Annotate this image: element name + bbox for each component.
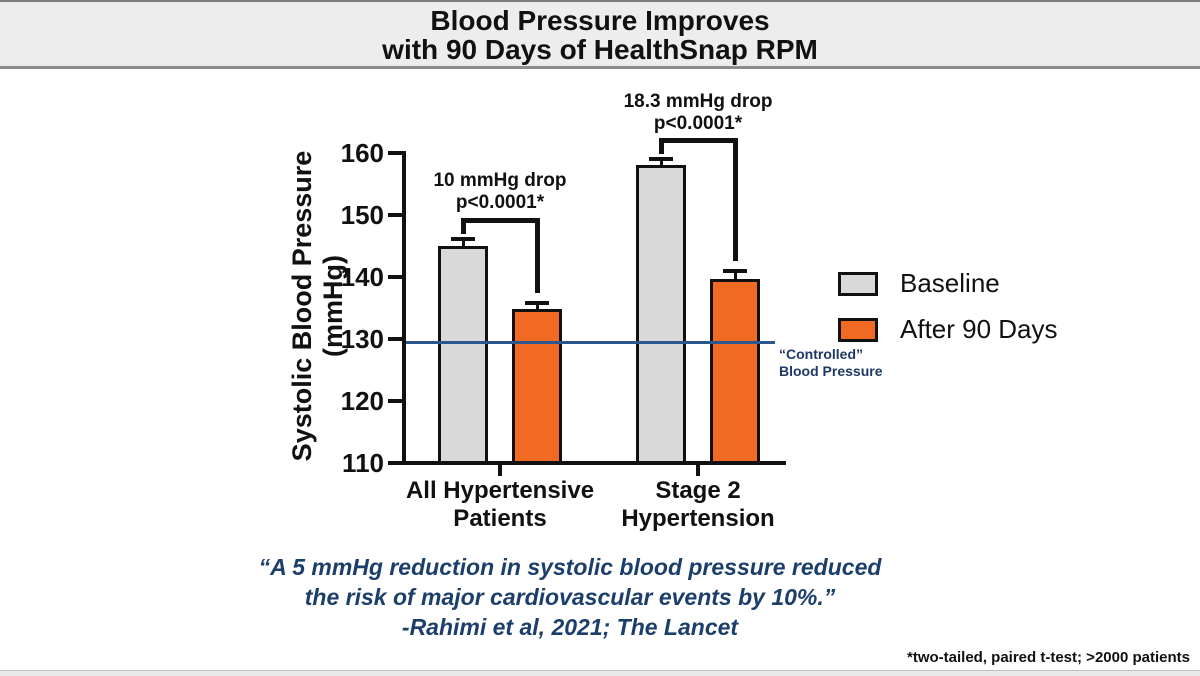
controlled-bp-label-line-2: Blood Pressure — [779, 363, 883, 379]
bar-baseline-0 — [438, 246, 488, 465]
x-category-line: Stage 2 — [655, 477, 741, 504]
x-axis — [402, 461, 786, 465]
y-axis-title-line-1: Systolic Blood Pressure — [287, 150, 317, 462]
controlled-bp-reference-line — [406, 340, 775, 344]
quote-line-2: the risk of major cardiovascular events … — [304, 584, 836, 610]
bar-after-90-days-1 — [710, 278, 760, 465]
y-tick-label: 120 — [340, 386, 384, 416]
slide-title-line-1: Blood Pressure Improves — [430, 5, 770, 36]
y-tick-label: 160 — [340, 138, 384, 168]
y-tick — [388, 151, 404, 155]
citation-quote: “A 5 mmHg reduction in systolic blood pr… — [0, 552, 1140, 642]
y-tick-label: 110 — [342, 448, 384, 478]
y-axis — [402, 151, 406, 465]
x-category-line: All Hypertensive — [405, 477, 595, 504]
error-bar-cap — [525, 301, 549, 306]
y-tick — [388, 399, 404, 403]
y-tick-label: 150 — [340, 200, 384, 230]
sig-bracket-top — [460, 217, 540, 223]
bottom-edge-strip — [0, 670, 1200, 676]
error-bar-stem — [659, 159, 663, 168]
x-tick — [498, 465, 502, 476]
y-axis-title-line-2: (mmHg) — [318, 255, 348, 357]
y-tick — [388, 275, 404, 279]
error-bar-cap — [649, 157, 673, 162]
sig-bracket-left-leg — [658, 138, 664, 155]
sig-bracket-left-leg — [460, 217, 466, 234]
x-category-all-hypertensive: All Hypertensive Patients — [406, 477, 594, 533]
sig-bracket-right-leg — [732, 138, 738, 262]
error-bar-stem — [535, 303, 539, 312]
stat-test-footnote: *two-tailed, paired t-test; >2000 patien… — [907, 649, 1190, 666]
significance-annotation-group-2: 18.3 mmHg drop p<0.0001* — [624, 91, 773, 135]
slide-title-line-2: with 90 Days of HealthSnap RPM — [382, 34, 818, 65]
annotation-p-value: p<0.0001* — [455, 192, 545, 213]
after-90-days-swatch-icon — [838, 317, 878, 342]
error-bar-stem — [461, 238, 465, 248]
controlled-bp-label-line-1: “Controlled” — [779, 346, 863, 362]
y-axis-title: Systolic Blood Pressure (mmHg) — [287, 126, 349, 486]
quote-line-1: “A 5 mmHg reduction in systolic blood pr… — [258, 554, 882, 580]
sig-bracket-top — [658, 138, 738, 144]
error-bar-cap — [723, 269, 747, 274]
error-bar-cap — [451, 236, 475, 241]
bar-after-90-days-0 — [512, 309, 562, 465]
legend: Baseline After 90 Days — [838, 268, 1058, 360]
x-tick — [696, 465, 700, 476]
significance-annotation-group-1: 10 mmHg drop p<0.0001* — [433, 170, 566, 214]
y-tick-label: 140 — [340, 262, 384, 292]
bar-baseline-1 — [636, 165, 686, 465]
x-category-line: Hypertension — [621, 505, 775, 532]
y-tick — [388, 461, 404, 465]
sig-bracket-right-leg — [534, 217, 540, 294]
annotation-drop-label: 10 mmHg drop — [433, 170, 567, 191]
legend-item-baseline: Baseline — [838, 268, 1058, 299]
legend-label-after-90-days: After 90 Days — [900, 314, 1058, 344]
annotation-drop-label: 18.3 mmHg drop — [623, 91, 773, 112]
legend-item-after-90-days: After 90 Days — [838, 314, 1058, 345]
x-category-stage-2: Stage 2 Hypertension — [621, 477, 774, 533]
baseline-swatch-icon — [838, 271, 878, 296]
title-banner: Blood Pressure Improves with 90 Days of … — [0, 0, 1200, 69]
y-tick — [388, 337, 404, 341]
y-tick-label: 130 — [340, 324, 384, 354]
controlled-bp-label: “Controlled” Blood Pressure — [779, 346, 882, 380]
error-bar-stem — [733, 271, 737, 281]
y-tick — [388, 213, 404, 217]
legend-label-baseline: Baseline — [900, 268, 1000, 298]
x-category-line: Patients — [453, 505, 547, 532]
annotation-p-value: p<0.0001* — [653, 113, 743, 134]
quote-attribution: -Rahimi et al, 2021; The Lancet — [401, 614, 739, 640]
